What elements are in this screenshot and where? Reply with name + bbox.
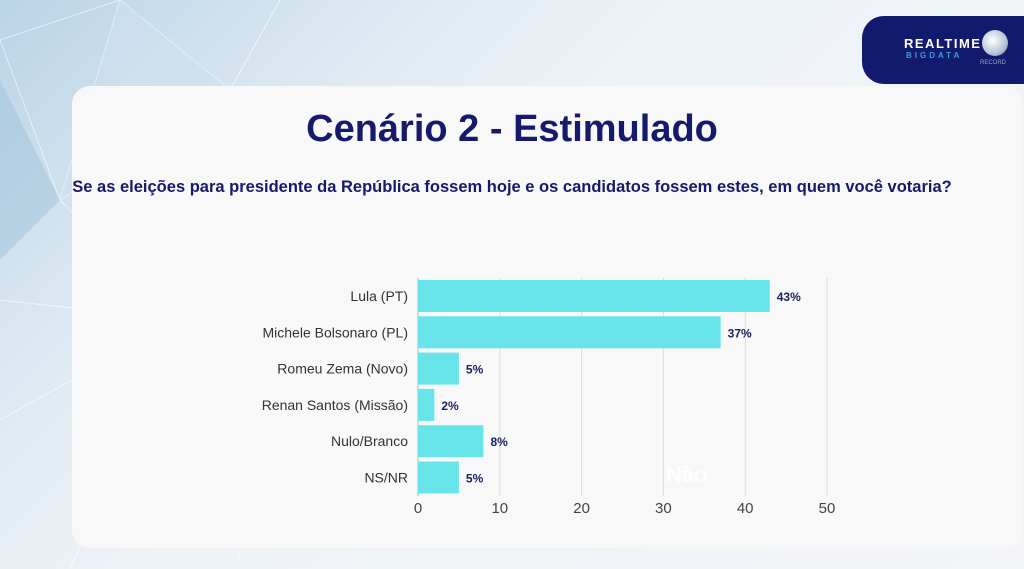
- data-label: 37%: [728, 326, 752, 340]
- bar: [418, 461, 459, 494]
- data-label: 43%: [777, 290, 801, 304]
- category-label: NS/NR: [364, 470, 408, 486]
- category-label: Nulo/Branco: [331, 433, 408, 449]
- category-label: Romeu Zema (Novo): [277, 361, 408, 377]
- bar: [418, 425, 484, 458]
- brand-name-line2: BIGDATA: [906, 51, 963, 60]
- x-tick-label: 20: [573, 500, 590, 517]
- bar: [418, 352, 459, 385]
- category-label: Michele Bolsonaro (PL): [262, 324, 408, 340]
- x-tick-label: 50: [819, 500, 836, 517]
- category-label: Renan Santos (Missão): [262, 397, 408, 413]
- data-label: 8%: [490, 435, 508, 449]
- brand-name-line1: REALTIME: [904, 36, 982, 51]
- brand-logo: REALTIME BIGDATA RECORD: [862, 16, 1024, 84]
- bar: [418, 388, 435, 421]
- bar: [418, 316, 721, 349]
- category-label: Lula (PT): [350, 288, 408, 304]
- x-tick-label: 30: [655, 500, 672, 517]
- x-tick-label: 10: [491, 500, 508, 517]
- x-tick-label: 40: [737, 500, 754, 517]
- record-globe-icon: [982, 30, 1008, 56]
- bar: [418, 280, 770, 312]
- page-title: Cenário 2 - Estimulado: [306, 108, 718, 150]
- watermark: Não: [666, 462, 708, 487]
- data-label: 5%: [466, 472, 484, 486]
- data-label: 5%: [466, 363, 484, 377]
- data-label: 2%: [441, 399, 459, 413]
- partner-name: RECORD: [980, 60, 1007, 66]
- survey-question: Se as eleições para presidente da Repúbl…: [72, 178, 952, 196]
- x-tick-label: 0: [414, 500, 422, 517]
